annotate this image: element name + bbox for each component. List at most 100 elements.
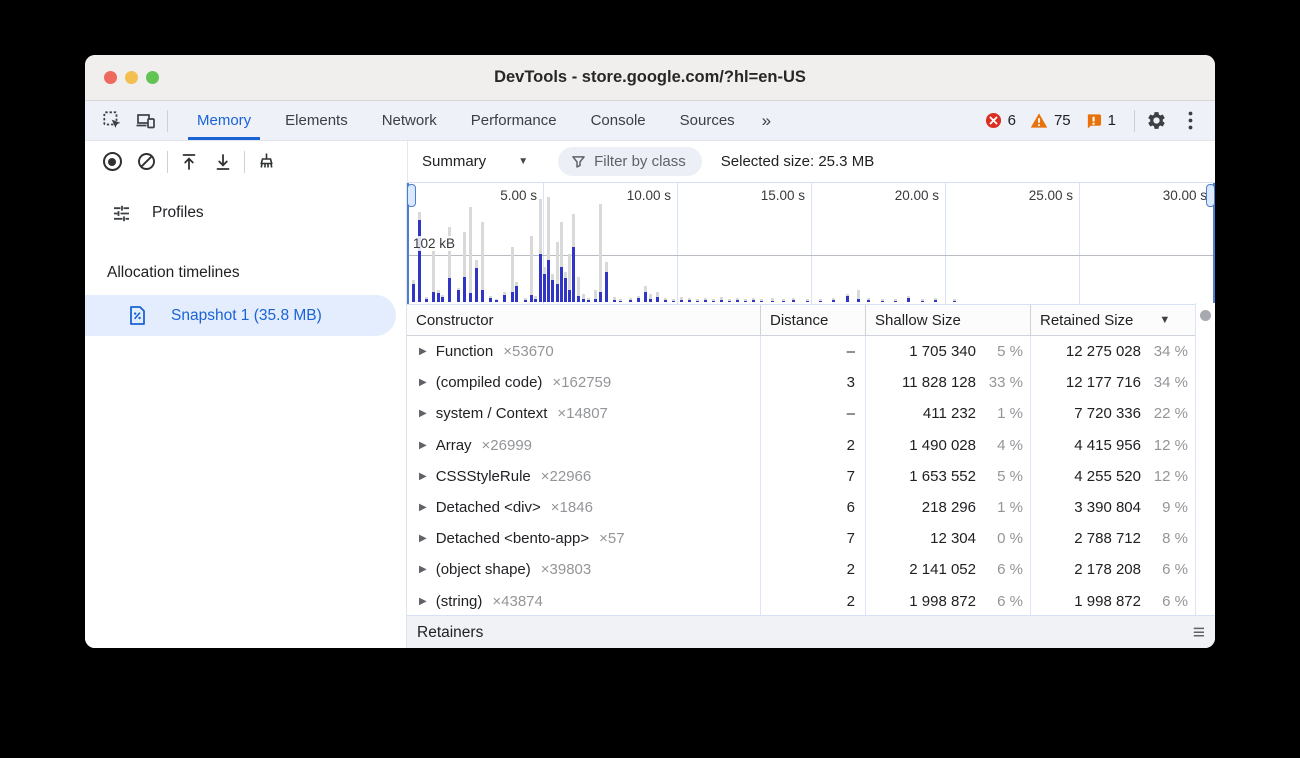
perspective-select-value: Summary bbox=[422, 153, 487, 170]
allocation-bar-live bbox=[474, 267, 478, 302]
distance-value: – bbox=[846, 405, 855, 423]
close-button[interactable] bbox=[104, 71, 117, 84]
minimize-button[interactable] bbox=[125, 71, 138, 84]
shallow-size-cell: 218 296 1 % bbox=[865, 491, 1030, 524]
allocation-bar-live bbox=[581, 298, 585, 302]
sidebar-item-snapshot-1[interactable]: Snapshot 1 (35.8 MB) bbox=[85, 295, 396, 336]
allocation-bar-live bbox=[538, 254, 542, 302]
issues-count-badge[interactable]: 1 bbox=[1085, 112, 1116, 129]
allocation-bar-live bbox=[856, 298, 860, 302]
allocation-timelines-section-label: Allocation timelines bbox=[107, 264, 240, 281]
expand-triangle-icon[interactable]: ▶ bbox=[419, 595, 427, 607]
allocation-bar-total bbox=[510, 246, 514, 302]
time-tick-label: 30.00 s bbox=[1162, 188, 1207, 203]
table-scrollbar[interactable] bbox=[1195, 303, 1215, 615]
clear-brush-icon[interactable] bbox=[249, 148, 283, 176]
allocation-bar-total bbox=[556, 242, 560, 302]
table-row[interactable]: ▶ Array ×26999 2 1 490 028 4 % 4 415 956 12 % bbox=[407, 429, 1215, 461]
scrollbar-thumb[interactable] bbox=[1199, 310, 1211, 321]
load-profile-icon[interactable] bbox=[172, 148, 206, 176]
error-count-badge[interactable]: 6 bbox=[985, 112, 1016, 129]
allocation-bar-live bbox=[411, 284, 415, 302]
zoom-button[interactable] bbox=[146, 71, 159, 84]
perspective-select[interactable]: Summary ▼ bbox=[422, 153, 528, 170]
issues-count: 1 bbox=[1107, 112, 1116, 129]
allocation-bar-live bbox=[510, 291, 514, 302]
distance-value: 7 bbox=[846, 530, 855, 548]
allocation-bar-live bbox=[687, 300, 691, 302]
kebab-menu-icon[interactable] bbox=[1173, 107, 1207, 135]
retainers-pane[interactable]: Retainers ≡ bbox=[407, 615, 1215, 648]
tab-performance[interactable]: Performance bbox=[470, 112, 557, 129]
filter-by-class-input[interactable]: Filter by class bbox=[558, 147, 702, 176]
memory-gridline-label: 102 kB bbox=[411, 236, 458, 251]
expand-triangle-icon[interactable]: ▶ bbox=[419, 346, 427, 358]
time-tick-label: 20.00 s bbox=[894, 188, 939, 203]
table-row[interactable]: ▶ Detached <div> ×1846 6 218 296 1 % 3 390 804… bbox=[407, 491, 1215, 524]
retained-size-percent: 34 % bbox=[1153, 343, 1188, 361]
save-profile-icon[interactable] bbox=[206, 148, 240, 176]
timeline-left-handle[interactable] bbox=[407, 183, 417, 304]
tab-elements[interactable]: Elements bbox=[285, 112, 348, 129]
device-toolbar-icon[interactable] bbox=[129, 107, 163, 135]
allocation-bar-total bbox=[529, 236, 533, 302]
allocation-bar-total bbox=[547, 196, 551, 302]
table-row[interactable]: ▶ Detached <bento-app> ×57 7 12 304 0 % 2 788 … bbox=[407, 523, 1215, 555]
allocation-bar-live bbox=[679, 300, 683, 302]
retained-size-percent: 8 % bbox=[1162, 530, 1188, 548]
clear-profiles-icon[interactable] bbox=[129, 148, 163, 176]
warning-count-badge[interactable]: 75 bbox=[1030, 112, 1071, 129]
table-row[interactable]: ▶ (string) ×43874 2 1 998 872 6 % 1 998 872 6 % bbox=[407, 585, 1215, 617]
tab-sources[interactable]: Sources bbox=[679, 112, 735, 129]
allocation-bar-live bbox=[431, 291, 435, 302]
column-header-distance[interactable]: Distance bbox=[760, 305, 865, 335]
column-header-constructor[interactable]: Constructor bbox=[416, 311, 494, 329]
expand-triangle-icon[interactable]: ▶ bbox=[419, 533, 427, 545]
allocation-bar-live bbox=[760, 301, 764, 302]
table-row[interactable]: ▶ (object shape) ×39803 2 2 141 052 6 % 2 178 … bbox=[407, 554, 1215, 586]
allocation-bar-live bbox=[604, 272, 608, 302]
allocation-bar-live bbox=[907, 297, 911, 302]
toolbar-right: Summary ▼ Filter by class Selected size:… bbox=[408, 141, 1215, 182]
distance-cell: 2 bbox=[760, 554, 865, 586]
constructor-name: Array bbox=[435, 436, 472, 454]
expand-triangle-icon[interactable]: ▶ bbox=[419, 408, 427, 420]
column-header-retained-size[interactable]: Retained Size ▼ bbox=[1030, 305, 1195, 335]
allocation-bar-live bbox=[576, 296, 580, 302]
allocation-bar-total bbox=[695, 298, 699, 302]
table-row[interactable]: ▶ CSSStyleRule ×22966 7 1 653 552 5 % 4 255 52… bbox=[407, 460, 1215, 492]
tab-network[interactable]: Network bbox=[381, 112, 437, 129]
expand-triangle-icon[interactable]: ▶ bbox=[419, 377, 427, 389]
allocation-bar-total bbox=[612, 296, 616, 302]
tab-console[interactable]: Console bbox=[590, 112, 646, 129]
retained-size-value: 1 998 872 bbox=[1074, 592, 1141, 610]
allocation-bar-live bbox=[457, 290, 461, 302]
allocation-bar-total bbox=[524, 297, 528, 302]
allocation-bar-total bbox=[431, 239, 435, 302]
expand-triangle-icon[interactable]: ▶ bbox=[419, 502, 427, 514]
inspect-element-icon[interactable] bbox=[95, 107, 129, 135]
retained-size-value: 4 415 956 bbox=[1074, 436, 1141, 454]
settings-gear-icon[interactable] bbox=[1139, 107, 1173, 135]
allocation-bar-total bbox=[469, 207, 473, 302]
allocation-bar-total bbox=[805, 298, 809, 302]
table-body: ▶ Function ×53670–1 705 340 5 % 12 275 028 34… bbox=[407, 336, 1215, 617]
table-row[interactable]: ▶ Function ×53670 – 1 705 340 5 % 12 275 028 34… bbox=[407, 336, 1215, 368]
expand-triangle-icon[interactable]: ▶ bbox=[419, 439, 427, 451]
table-row[interactable]: ▶ (compiled code) ×162759 3 11 828 128 33 % 12… bbox=[407, 367, 1215, 399]
allocation-timeline-chart[interactable]: 5.00 s 10.00 s 15.00 s 20.00 s 25.00 s 30.00 … bbox=[407, 182, 1215, 305]
expand-triangle-icon[interactable]: ▶ bbox=[419, 470, 427, 482]
filter-placeholder: Filter by class bbox=[594, 153, 686, 170]
column-header-shallow-size[interactable]: Shallow Size bbox=[865, 305, 1030, 335]
expand-triangle-icon[interactable]: ▶ bbox=[419, 564, 427, 576]
sidebar-item-profiles[interactable]: Profiles bbox=[85, 196, 406, 230]
allocation-bar-total bbox=[671, 298, 675, 302]
record-heap-icon[interactable] bbox=[95, 148, 129, 176]
table-row[interactable]: ▶ system / Context ×14807 – 411 232 1 % 7 720 … bbox=[407, 398, 1215, 430]
tab-memory[interactable]: Memory bbox=[180, 101, 268, 140]
shallow-size-cell: 1 653 552 5 % bbox=[865, 460, 1030, 492]
constructor-name: CSSStyleRule bbox=[435, 467, 531, 485]
more-tabs-button[interactable]: » bbox=[761, 110, 772, 130]
retained-size-cell: 4 255 520 12 % bbox=[1030, 460, 1195, 492]
timeline-right-handle[interactable] bbox=[1205, 183, 1215, 304]
